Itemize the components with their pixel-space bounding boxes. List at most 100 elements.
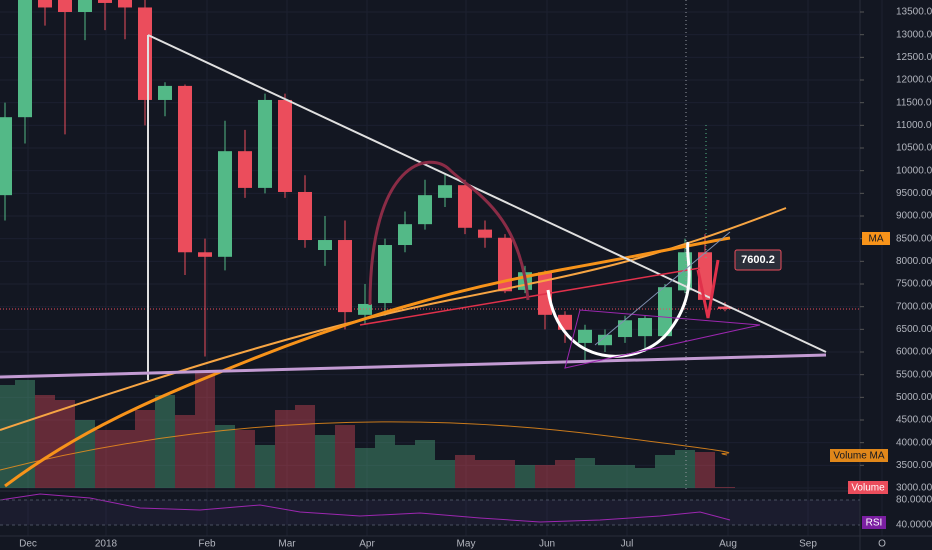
- volume-bar: [355, 448, 375, 488]
- rsi-band: [0, 500, 860, 525]
- candle-body: [378, 245, 392, 304]
- volume-bar: [235, 430, 255, 488]
- volume-ma-label: Volume MA: [833, 451, 884, 462]
- volume-ma-line: [0, 421, 730, 471]
- volume-bar: [215, 425, 235, 488]
- y-tick-label: 13000.00: [896, 29, 932, 40]
- candle-body: [318, 240, 332, 251]
- candle-body: [458, 185, 472, 228]
- volume-label: Volume: [851, 483, 885, 494]
- volume-bar: [375, 435, 395, 488]
- volume-bar: [175, 415, 195, 488]
- volume-bar: [435, 460, 455, 488]
- y-tick-label: 3000.00: [896, 483, 932, 494]
- channel: [594, 231, 731, 346]
- candle-body: [358, 303, 372, 315]
- candle-body: [478, 229, 492, 238]
- volume-bar: [115, 430, 135, 488]
- candle-body: [438, 185, 452, 198]
- y-tick-label: 7000.00: [896, 301, 932, 312]
- y-tick-label: 5500.00: [896, 369, 932, 380]
- candle-body: [498, 237, 512, 292]
- rsi-pane: [0, 493, 860, 525]
- volume-bar: [135, 410, 155, 488]
- support-line: [0, 353, 827, 379]
- volume-bar: [575, 458, 595, 488]
- candle-body: [0, 117, 12, 196]
- volume-bar: [15, 380, 35, 488]
- volume-bar: [275, 410, 295, 488]
- y-tick-label: 3500.00: [896, 460, 932, 471]
- y-tick-label: 9000.00: [896, 211, 932, 222]
- x-tick-label: Aug: [719, 539, 737, 550]
- volume-bar: [715, 487, 735, 488]
- volume-bar: [475, 460, 495, 488]
- volume-bar: [95, 430, 115, 488]
- candle-body: [598, 334, 612, 346]
- volume-bar: [0, 385, 15, 488]
- x-tick-label: Sep: [799, 539, 817, 550]
- x-tick-label: 2018: [95, 539, 118, 550]
- ma-tag: [862, 232, 890, 245]
- rsi-tick-label: 80.0000: [896, 495, 932, 506]
- volume-bar: [55, 400, 75, 488]
- y-tick-label: 8000.00: [896, 256, 932, 267]
- y-tick-label: 5000.00: [896, 392, 932, 403]
- y-tick-label: 7500.00: [896, 279, 932, 290]
- volume-bar: [295, 405, 315, 488]
- volume-bar: [155, 395, 175, 488]
- candle-body: [338, 240, 352, 313]
- candle-body: [618, 320, 632, 338]
- x-tick-label: Apr: [359, 539, 375, 550]
- y-tick-label: 8500.00: [896, 233, 932, 244]
- drawings: [0, 0, 860, 489]
- candle-body: [198, 252, 212, 257]
- candle-body: [118, 0, 132, 8]
- y-tick-label: 9500.00: [896, 188, 932, 199]
- candle-body: [18, 0, 32, 118]
- volume-bar: [615, 465, 635, 488]
- volume-bar: [515, 465, 535, 488]
- candle-body: [138, 7, 152, 100]
- volume-bar: [695, 452, 715, 488]
- volume-bar: [635, 468, 655, 488]
- candle-body: [178, 85, 192, 253]
- volume-bar: [555, 460, 575, 488]
- rsi-label: RSI: [866, 518, 883, 529]
- ma-line: [4, 236, 731, 488]
- y-tick-label: 4500.00: [896, 415, 932, 426]
- volume-pane: [0, 370, 735, 488]
- x-tick-label: Jun: [539, 539, 555, 550]
- x-tick-label: Feb: [198, 539, 216, 550]
- volume-bar: [495, 460, 515, 488]
- cup-arc: [368, 160, 530, 306]
- y-tick-label: 12500.00: [896, 52, 932, 63]
- x-tick-label: Mar: [278, 539, 296, 550]
- candle-body: [658, 287, 672, 337]
- candle-body: [278, 99, 292, 192]
- price-callout: 7600.2: [741, 254, 775, 266]
- y-tick-label: 10500.00: [896, 143, 932, 154]
- volume-bar: [35, 395, 55, 488]
- volume-bar: [455, 455, 475, 488]
- volume-bar: [255, 445, 275, 488]
- candle-body: [398, 224, 412, 246]
- ma-label: MA: [869, 234, 884, 245]
- y-tick-label: 11500.00: [896, 97, 932, 108]
- x-tick-label: Dec: [19, 539, 37, 550]
- y-tick-label: 6500.00: [896, 324, 932, 335]
- candle-body: [38, 0, 52, 8]
- y-tick-label: 4000.00: [896, 437, 932, 448]
- candle-body: [298, 191, 312, 241]
- volume-ma-tag: [830, 449, 888, 462]
- volume-bar: [535, 465, 555, 488]
- x-tick-label: May: [457, 539, 476, 550]
- volume-bar: [655, 455, 675, 488]
- y-tick-label: 11000.00: [896, 120, 932, 131]
- candle-body: [638, 318, 652, 337]
- candle-body: [58, 0, 72, 13]
- y-tick-label: 12000.00: [896, 75, 932, 86]
- y-tick-label: 13500.00: [896, 7, 932, 18]
